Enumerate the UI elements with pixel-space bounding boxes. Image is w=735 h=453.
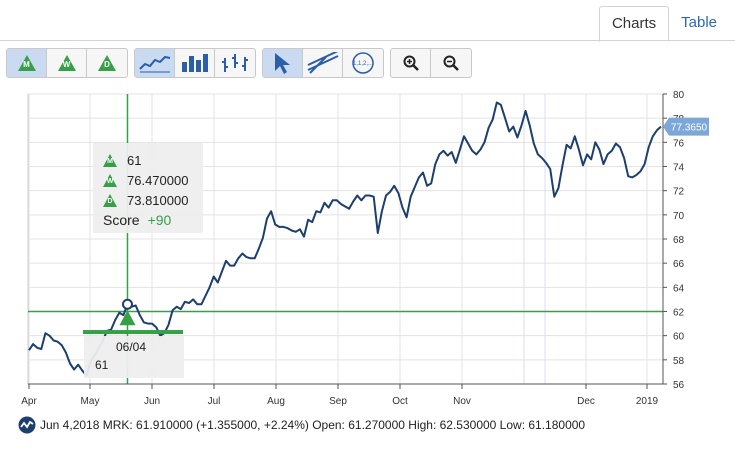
score-label: Score: [103, 212, 140, 228]
y-tick-label: 76: [673, 138, 685, 149]
ohlc-chart-icon: [222, 54, 248, 72]
view-tabs: Charts Table: [598, 6, 729, 42]
x-tick-label: Oct: [392, 396, 408, 407]
crosshair-date: 06/04: [116, 340, 147, 354]
x-tick-label: Aug: [267, 396, 285, 407]
y-tick-label: 60: [673, 332, 685, 343]
weekly-rating-icon: W: [57, 55, 76, 71]
line-chart-icon: [138, 55, 170, 73]
rating-marker-icon: [119, 310, 136, 326]
line-series-icon: [18, 416, 36, 434]
tooltip-row-monthly: M 61: [103, 151, 141, 169]
y-tick-label: 68: [673, 235, 685, 246]
tooltip-row-weekly: W 76.470000: [103, 171, 188, 189]
rating-bar: [83, 330, 183, 335]
last-price-badge: [663, 117, 709, 136]
zoom-out-icon: [443, 55, 459, 71]
x-tick-label: Nov: [453, 396, 471, 407]
quote-footer: Jun 4,2018 MRK: 61.910000 (+1.355000, +2…: [18, 416, 585, 434]
weekly-rating-button[interactable]: W: [47, 49, 87, 77]
x-tick-label: 2019: [636, 396, 659, 407]
y-tick-label: 74: [673, 163, 685, 174]
line-chart-button[interactable]: [135, 49, 175, 77]
y-tick-label: 66: [673, 259, 685, 270]
monthly-rating-icon: M: [17, 55, 36, 71]
fibonacci-tool-button[interactable]: 1,1,2,...: [343, 49, 383, 77]
daily-rating-icon: D: [103, 193, 117, 207]
y-tick-label: 58: [673, 356, 685, 367]
weekly-rating-icon: W: [103, 173, 117, 187]
x-tick-label: Jul: [208, 396, 221, 407]
crosshair-point: [121, 298, 133, 310]
x-tick-label: Apr: [21, 396, 37, 407]
pointer-icon: [274, 53, 290, 74]
tab-charts[interactable]: Charts: [598, 6, 670, 42]
fibonacci-label: 1,1,2,...: [353, 61, 373, 67]
rating-button-group: M W D: [6, 48, 128, 78]
fibonacci-icon: 1,1,2,...: [352, 52, 374, 74]
x-tick-label: May: [81, 396, 100, 407]
monthly-rating-icon: M: [103, 153, 117, 167]
bar-chart-button[interactable]: [175, 49, 215, 77]
chart-type-group: [134, 48, 256, 78]
x-tick-label: Dec: [577, 396, 595, 407]
tooltip-monthly-value: 61: [127, 152, 142, 168]
pointer-tool-button[interactable]: [263, 49, 303, 77]
zoom-in-button[interactable]: [391, 49, 431, 77]
daily-rating-button[interactable]: D: [87, 49, 127, 77]
price-series: [28, 94, 663, 384]
x-tick-label: Sep: [329, 396, 347, 407]
tooltip-daily-value: 73.810000: [127, 192, 189, 208]
bar-chart-icon: [181, 54, 208, 72]
zoom-group: [390, 48, 472, 78]
crosshair-score: 61: [95, 358, 109, 372]
y-tick-label: 70: [673, 211, 685, 222]
drawing-tool-group: 1,1,2,...: [262, 48, 384, 78]
y-tick-label: 72: [673, 187, 685, 198]
y-tick-label: 62: [673, 308, 685, 319]
chart-grid: [27, 93, 664, 385]
trendline-tool-button[interactable]: [303, 49, 343, 77]
tooltip-score-row: Score +90: [103, 211, 171, 229]
y-tick-label: 80: [673, 90, 685, 101]
trendline-icon: [307, 52, 338, 74]
daily-rating-icon: D: [98, 55, 116, 71]
y-tick-label: 64: [673, 283, 685, 294]
price-line: [28, 101, 662, 377]
tab-divider: [0, 40, 735, 41]
x-tick-label: Jun: [144, 396, 160, 407]
chart-axes: 56586062646668707274767880AprMayJunJulAu…: [21, 90, 709, 407]
rating-tooltip: M 61 W 76.470000 D 73.810000 Score +90: [93, 143, 203, 233]
zoom-in-icon: [403, 55, 419, 71]
quote-summary: Jun 4,2018 MRK: 61.910000 (+1.355000, +2…: [40, 418, 586, 432]
tooltip-weekly-value: 76.470000: [127, 172, 189, 188]
price-chart[interactable]: 56586062646668707274767880AprMayJunJulAu…: [0, 82, 735, 412]
monthly-rating-button[interactable]: M: [7, 49, 47, 77]
score-value: +90: [147, 212, 172, 228]
tooltip-row-daily: D 73.810000: [103, 191, 188, 209]
zoom-out-button[interactable]: [431, 49, 471, 77]
y-tick-label: 56: [673, 380, 685, 391]
tab-table[interactable]: Table: [681, 14, 717, 31]
crosshair-readout: 06/04 61: [84, 336, 184, 378]
last-price-label: 77.3650: [671, 123, 708, 134]
ohlc-chart-button[interactable]: [215, 49, 255, 77]
